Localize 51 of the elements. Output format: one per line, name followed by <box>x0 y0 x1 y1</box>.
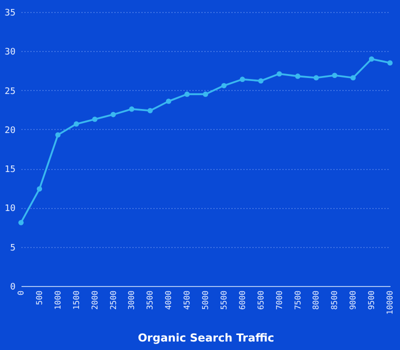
x-tick-label: 5000 <box>201 290 210 310</box>
point <box>36 186 42 192</box>
y-tick-label: 15 <box>4 165 16 176</box>
x-tick-label: 3000 <box>127 290 136 310</box>
x-tick-label: 4000 <box>164 290 174 310</box>
x-tick-label: 10000 <box>386 290 394 315</box>
x-tick-label: 8000 <box>312 290 321 310</box>
point <box>276 71 282 76</box>
point <box>332 72 338 78</box>
point <box>74 121 79 127</box>
y-tick-label: 30 <box>4 48 16 58</box>
point <box>350 75 356 80</box>
x-tick-label: 3500 <box>146 290 155 310</box>
x-tick-label: 500 <box>34 290 44 305</box>
point <box>166 98 172 104</box>
y-tick-label: 10 <box>4 204 16 214</box>
x-tick-label: 7500 <box>293 290 302 310</box>
x-tick-label: 9000 <box>348 290 358 310</box>
point <box>295 74 300 79</box>
x-tick-label: 2500 <box>108 290 118 310</box>
x-tick-label: 2000 <box>90 290 100 310</box>
x-tick-label: 4500 <box>182 290 192 310</box>
x-tick-label: 9500 <box>367 290 376 310</box>
y-tick-label: 20 <box>4 126 16 136</box>
point <box>110 112 116 118</box>
x-tick-label: 5500 <box>219 290 228 310</box>
x-tick-label: 1000 <box>53 290 62 310</box>
point <box>18 220 24 226</box>
x-axis-title: Organic Search Traffic <box>138 332 274 345</box>
x-tick-label: 1500 <box>72 290 81 310</box>
x-tick-label: 6500 <box>256 290 266 310</box>
y-tick-label: 25 <box>4 86 16 97</box>
x-tick-label: 7000 <box>274 290 284 310</box>
point <box>184 92 190 97</box>
x-tick-label: 0 <box>16 290 26 296</box>
point <box>129 106 134 112</box>
point <box>258 78 264 84</box>
y-tick-label: 0 <box>10 282 16 292</box>
y-tick-label: 35 <box>4 8 16 18</box>
point <box>55 132 61 138</box>
x-tick-label: 8500 <box>330 290 340 310</box>
point <box>368 56 374 62</box>
point <box>148 108 153 114</box>
x-tick-label: 6000 <box>238 290 247 310</box>
point <box>387 60 393 66</box>
y-tick-label: 5 <box>10 243 16 254</box>
point <box>92 116 98 122</box>
point <box>240 76 246 82</box>
point <box>202 92 208 97</box>
point <box>221 82 227 88</box>
point <box>314 75 319 80</box>
